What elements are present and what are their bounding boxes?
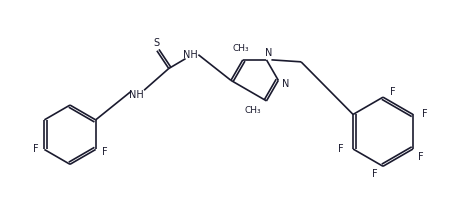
Text: F: F (338, 144, 344, 154)
Text: CH₃: CH₃ (232, 44, 249, 53)
Text: F: F (422, 109, 428, 119)
Text: CH₃: CH₃ (244, 106, 261, 115)
Text: N: N (265, 48, 272, 58)
Text: F: F (418, 152, 424, 162)
Text: NH: NH (183, 50, 198, 60)
Text: F: F (372, 169, 378, 179)
Text: N: N (281, 79, 289, 89)
Text: F: F (33, 145, 38, 154)
Text: F: F (390, 87, 396, 97)
Text: NH: NH (129, 90, 143, 100)
Text: F: F (102, 147, 107, 158)
Text: S: S (154, 38, 160, 48)
